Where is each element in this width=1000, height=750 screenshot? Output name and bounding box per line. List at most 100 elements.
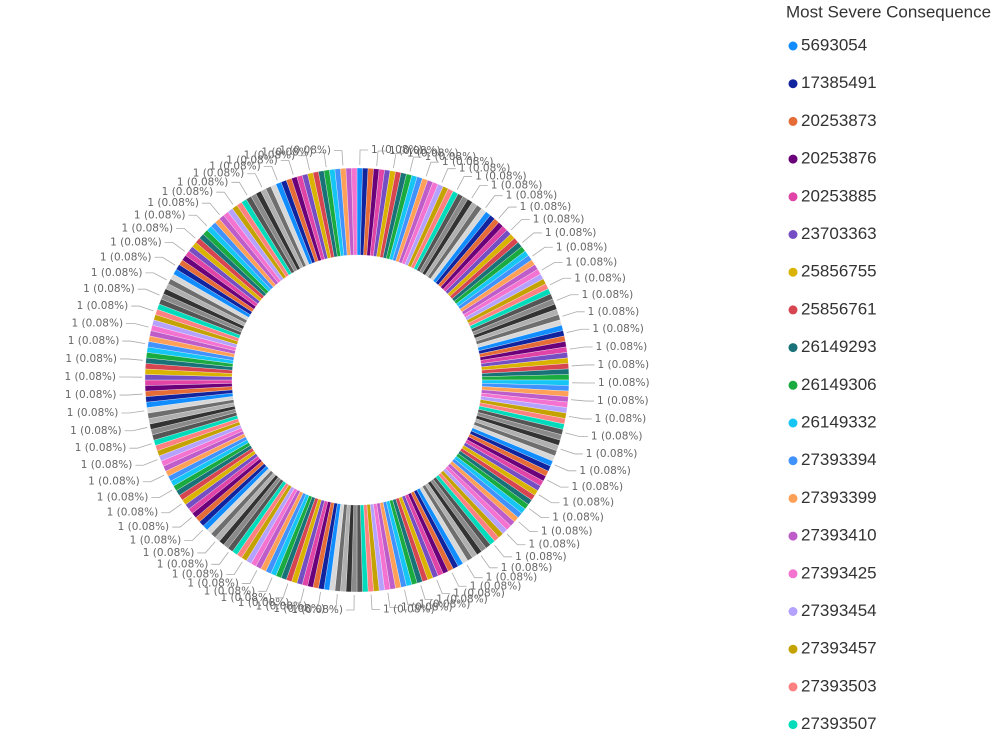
data-label: 1 (0.08%) [177,176,229,188]
legend-marker[interactable] [788,644,798,654]
leader-line [441,168,456,183]
leader-line [258,577,273,592]
data-label: 1 (0.08%) [83,283,135,295]
leader-line [161,503,182,514]
leader-line [420,585,434,601]
data-label: 1 (0.08%) [597,395,649,407]
legend-label[interactable]: 5693054 [801,35,867,54]
leader-line [498,206,517,219]
leader-line [315,151,327,168]
legend-label[interactable]: 27393399 [801,488,877,507]
data-label: 1 (0.08%) [436,594,488,606]
leader-line [126,322,149,328]
legend-label[interactable]: 25856761 [801,299,877,318]
data-label: 1 (0.08%) [579,465,631,477]
legend-label[interactable]: 27393457 [801,639,877,658]
legend-marker[interactable] [788,230,798,239]
legend-marker[interactable] [788,418,798,428]
legend-marker[interactable] [788,41,798,51]
leader-line [451,572,467,587]
legend-marker[interactable] [788,531,798,541]
data-label: 1 (0.08%) [515,551,567,563]
leader-line [456,176,473,190]
legend-label[interactable]: 26149293 [801,337,877,356]
data-label: 1 (0.08%) [574,272,626,284]
legend-marker[interactable] [788,79,798,89]
legend-marker[interactable] [788,116,798,126]
leader-line [188,214,208,227]
data-label: 1 (0.08%) [100,251,152,263]
data-label: 1 (0.08%) [598,377,650,389]
data-label: 1 (0.08%) [65,389,117,401]
legend-marker[interactable] [788,154,798,164]
data-label: 1 (0.08%) [110,236,162,248]
legend-marker[interactable] [788,343,798,353]
leader-line [494,545,513,558]
leader-line [568,416,592,420]
data-label: 1 (0.08%) [563,497,615,509]
legend-marker[interactable] [788,267,798,277]
data-label: 1 (0.08%) [68,335,120,347]
legend-label[interactable]: 25856755 [801,262,877,281]
legend-label[interactable]: 17385491 [801,73,877,92]
legend-label[interactable]: 23703363 [801,224,877,243]
legend-marker[interactable] [788,682,798,692]
legend-label[interactable]: 27393507 [801,714,877,733]
data-label: 1 (0.08%) [442,156,494,168]
leader-line [292,588,305,604]
data-label: 1 (0.08%) [157,558,209,570]
legend-label[interactable]: 20253873 [801,111,877,130]
legend-marker[interactable] [788,493,798,503]
data-label: 1 (0.08%) [419,598,471,610]
data-label: 1 (0.08%) [107,507,159,519]
legend-label[interactable]: 27393394 [801,450,877,469]
data-label: 1 (0.08%) [541,526,593,538]
legend-marker[interactable] [788,380,798,390]
legend-marker[interactable] [788,607,798,616]
leader-line [151,489,173,498]
leader-line [164,241,185,252]
leader-line [154,256,176,266]
legend-marker[interactable] [788,456,798,466]
data-label: 1 (0.08%) [572,481,624,493]
data-label: 1 (0.08%) [172,569,224,581]
data-label: 1 (0.08%) [582,289,634,301]
legend-label[interactable]: 27393503 [801,676,877,695]
legend-label[interactable]: 26149306 [801,375,877,394]
data-label: 1 (0.08%) [566,256,618,268]
leader-line [121,410,145,414]
data-label: 1 (0.08%) [238,597,290,609]
legend-label[interactable]: 20253876 [801,149,877,168]
leader-line [216,191,234,205]
data-label: 1 (0.08%) [545,227,597,239]
legend-marker[interactable] [788,720,798,730]
legend-label[interactable]: 20253885 [801,186,877,205]
legend-marker[interactable] [788,192,798,202]
leader-line [510,219,530,231]
legend-label[interactable]: 27393410 [801,526,877,545]
data-label: 1 (0.08%) [459,163,511,175]
leader-line [172,517,192,528]
data-label: 1 (0.08%) [595,413,647,425]
leader-line [333,150,344,166]
legend-label[interactable]: 27393454 [801,601,877,620]
leader-line [480,555,498,569]
data-label: 1 (0.08%) [520,201,572,213]
data-label: 1 (0.08%) [70,425,122,437]
legend-label[interactable]: 26149332 [801,412,877,431]
leader-line [522,232,542,243]
legend-label[interactable]: 27393425 [801,563,877,582]
data-label: 1 (0.08%) [273,603,325,615]
leader-line [211,552,229,565]
leader-line [124,427,148,432]
leader-line [184,529,204,541]
leader-line [471,185,488,199]
legend-marker[interactable] [788,569,798,579]
data-label: 1 (0.08%) [486,572,538,584]
leader-line [393,152,404,169]
leader-line [529,508,550,519]
data-label: 1 (0.08%) [475,170,527,182]
legend-marker[interactable] [788,305,798,315]
